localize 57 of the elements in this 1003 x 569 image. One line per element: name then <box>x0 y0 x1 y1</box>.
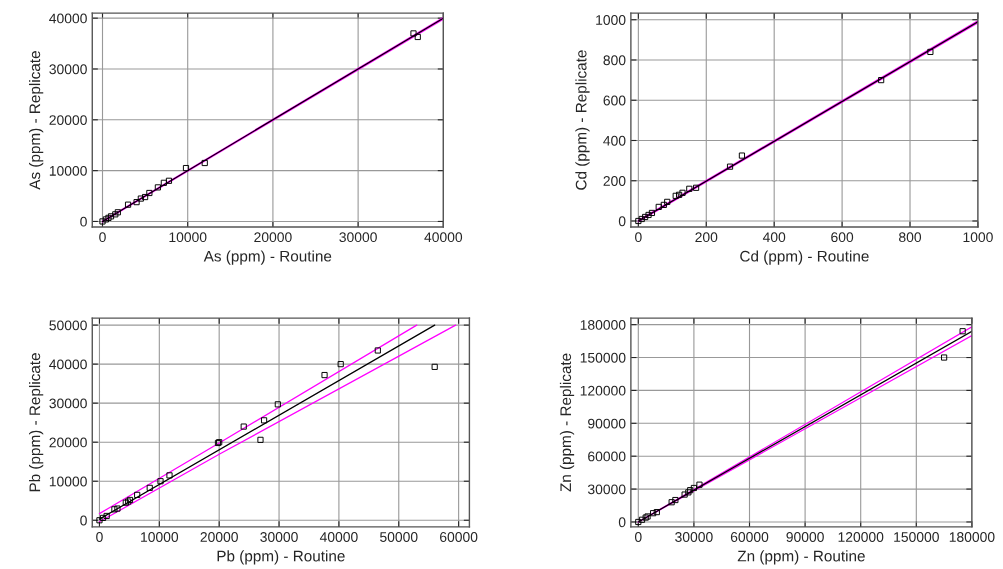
y-tick-label: 10000 <box>49 476 87 487</box>
y-axis-title: As (ppm) - Replicate <box>29 51 44 190</box>
x-tick-label: 0 <box>99 232 106 243</box>
x-tick-label: 400 <box>762 232 786 243</box>
x-tick-label: 50000 <box>380 532 418 542</box>
y-tick-label: 120000 <box>580 385 626 396</box>
y-tick-label: 600 <box>603 95 626 106</box>
y-tick-label: 150000 <box>580 352 626 363</box>
y-tick-label: 0 <box>618 216 626 227</box>
y-tick-label: 800 <box>603 55 626 66</box>
y-axis-title: Zn (ppm) - Replicate <box>559 353 575 492</box>
x-tick-label: 0 <box>634 532 642 542</box>
x-tick-label: 20000 <box>200 532 238 542</box>
y-tick-label: 0 <box>618 517 626 528</box>
x-tick-label: 10000 <box>141 532 179 542</box>
x-tick-label: 600 <box>831 232 854 243</box>
y-tick-label: 30000 <box>49 64 87 75</box>
x-tick-label: 1000 <box>963 232 993 243</box>
x-tick-label: 0 <box>96 532 103 542</box>
y-tick-label: 10000 <box>49 165 87 176</box>
x-tick-label: 30000 <box>260 532 298 542</box>
y-tick-label: 1000 <box>596 15 626 25</box>
x-tick-label: 40000 <box>319 532 358 542</box>
y-tick-label: 40000 <box>49 359 87 370</box>
x-tick-label: 120000 <box>838 532 884 542</box>
x-tick-label: 200 <box>695 232 718 243</box>
x-tick-label: 0 <box>635 232 642 243</box>
y-tick-label: 60000 <box>588 451 626 462</box>
x-tick-label: 20000 <box>254 232 292 243</box>
y-tick-label: 200 <box>603 176 626 186</box>
x-axis-title: Pb (ppm) - Routine <box>217 550 345 565</box>
x-tick-label: 30000 <box>339 232 377 243</box>
y-tick-label: 20000 <box>49 115 87 125</box>
y-tick-label: 0 <box>80 216 87 227</box>
y-tick-label: 30000 <box>49 398 87 409</box>
x-axis-title: Zn (ppm) - Routine <box>737 550 865 565</box>
x-tick-label: 800 <box>899 232 922 243</box>
y-tick-label: 50000 <box>49 320 87 331</box>
y-tick-label: 0 <box>80 515 87 526</box>
y-axis-title: Pb (ppm) - Replicate <box>29 353 44 492</box>
y-tick-label: 180000 <box>580 319 626 330</box>
y-tick-label: 90000 <box>588 418 626 429</box>
y-axis-title: Cd (ppm) - Replicate <box>575 50 590 190</box>
x-tick-label: 60000 <box>730 532 769 542</box>
x-axis-title: As (ppm) - Routine <box>203 250 332 265</box>
x-tick-label: 180000 <box>949 532 995 542</box>
y-tick-label: 40000 <box>49 13 87 24</box>
x-tick-label: 150000 <box>894 532 939 542</box>
x-tick-label: 40000 <box>424 232 463 243</box>
y-tick-label: 20000 <box>49 437 87 448</box>
y-tick-label: 30000 <box>587 484 626 495</box>
x-axis-title: Cd (ppm) - Routine <box>740 250 869 265</box>
x-tick-label: 90000 <box>786 532 824 542</box>
x-tick-label: 10000 <box>169 232 207 243</box>
x-tick-label: 30000 <box>675 532 713 542</box>
x-tick-label: 60000 <box>440 532 478 542</box>
y-tick-label: 400 <box>603 135 626 146</box>
